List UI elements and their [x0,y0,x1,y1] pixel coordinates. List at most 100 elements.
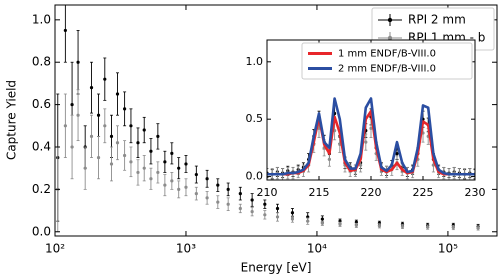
legend-box [301,42,473,80]
data-point [115,92,120,96]
data-point [377,224,382,228]
y-tick-label: 0.4 [32,139,51,153]
data-point [163,183,167,187]
y-tick-label: 0.2 [32,182,51,196]
data-point [156,134,160,138]
data-point [320,221,324,225]
data-point [290,217,295,221]
data-point [115,141,120,145]
data-point [63,124,67,128]
data-point [354,223,358,228]
data-point [109,162,114,166]
data-point [369,126,373,130]
legend-label: 2 mm ENDF/B-VIII.0 [338,64,436,75]
data-point [238,206,242,211]
legend-label: RPI 2 mm [408,13,466,27]
data-point [142,128,146,132]
data-point [359,163,363,167]
x-tick-label: 10³ [176,242,196,256]
data-point [83,166,87,170]
data-point [364,140,368,144]
data-point [163,160,167,164]
data-point [149,177,153,181]
data-point [96,155,101,160]
data-point [216,200,220,204]
data-point [184,185,188,189]
data-point [226,187,230,191]
y-tick-label: 0.8 [32,55,51,69]
data-point [306,219,310,223]
plot-frame [266,39,476,181]
data-point [70,103,74,107]
data-point [129,160,133,164]
x-tick-label: 220 [361,186,382,199]
data-point [395,152,399,156]
data-point [156,170,160,175]
data-point [250,198,254,202]
x-tick-label: 230 [465,186,486,199]
y-tick-label: 0.0 [32,224,51,238]
x-tick-label: 10² [45,242,65,256]
data-point [290,211,295,215]
y-tick-label: 0.0 [246,170,264,183]
data-point [194,172,198,177]
data-point [476,226,480,230]
y-tick-label: 1.0 [246,55,264,68]
x-tick-label: 10⁴ [307,242,327,256]
data-point [184,162,188,166]
data-point [205,177,209,181]
data-point [275,215,280,219]
data-point [103,77,107,81]
line [267,97,475,176]
data-point [194,192,198,196]
data-point [338,222,342,226]
data-point [109,134,114,138]
legend-label: 1 mm ENDF/B-VIII.0 [338,49,436,60]
data-point [123,153,127,158]
data-point [136,141,140,145]
data-point [263,202,267,206]
data-point [70,145,74,149]
data-point [216,183,220,187]
x-tick-label: 215 [309,186,330,199]
data-point [451,225,455,230]
data-point [170,179,174,183]
x-tick-label: 210 [257,186,278,199]
data-point [170,151,174,155]
data-point [96,113,101,117]
legend-swatch [387,35,393,41]
data-point [136,170,140,175]
y-tick-label: 0.5 [246,112,264,125]
data-point [205,196,209,200]
data-point [89,134,94,138]
data-point [238,192,242,196]
data-point [129,124,133,128]
legend-swatch [387,17,393,23]
x-tick-label: 225 [413,186,434,199]
y-tick-label: 0.6 [32,97,51,111]
data-point [103,124,107,128]
x-tick-label: 10⁵ [438,242,458,256]
data-point [426,225,430,229]
data-point [226,202,230,206]
data-point [142,166,146,170]
x-axis-label: Energy [eV] [241,261,312,275]
plot-frame [54,4,498,237]
data-point [250,210,254,214]
data-point [76,113,80,117]
y-axis-label: Capture Yield [5,80,19,160]
data-point [400,224,405,229]
data-point [123,107,127,111]
plot-area [267,97,475,180]
data-point [76,60,80,64]
y-tick-label: 1.0 [32,12,51,26]
data-point [327,157,331,161]
data-point [275,206,280,211]
data-point [149,149,153,153]
data-point [263,213,267,217]
data-point [63,28,67,33]
data-point [89,86,94,90]
data-point [177,166,181,170]
